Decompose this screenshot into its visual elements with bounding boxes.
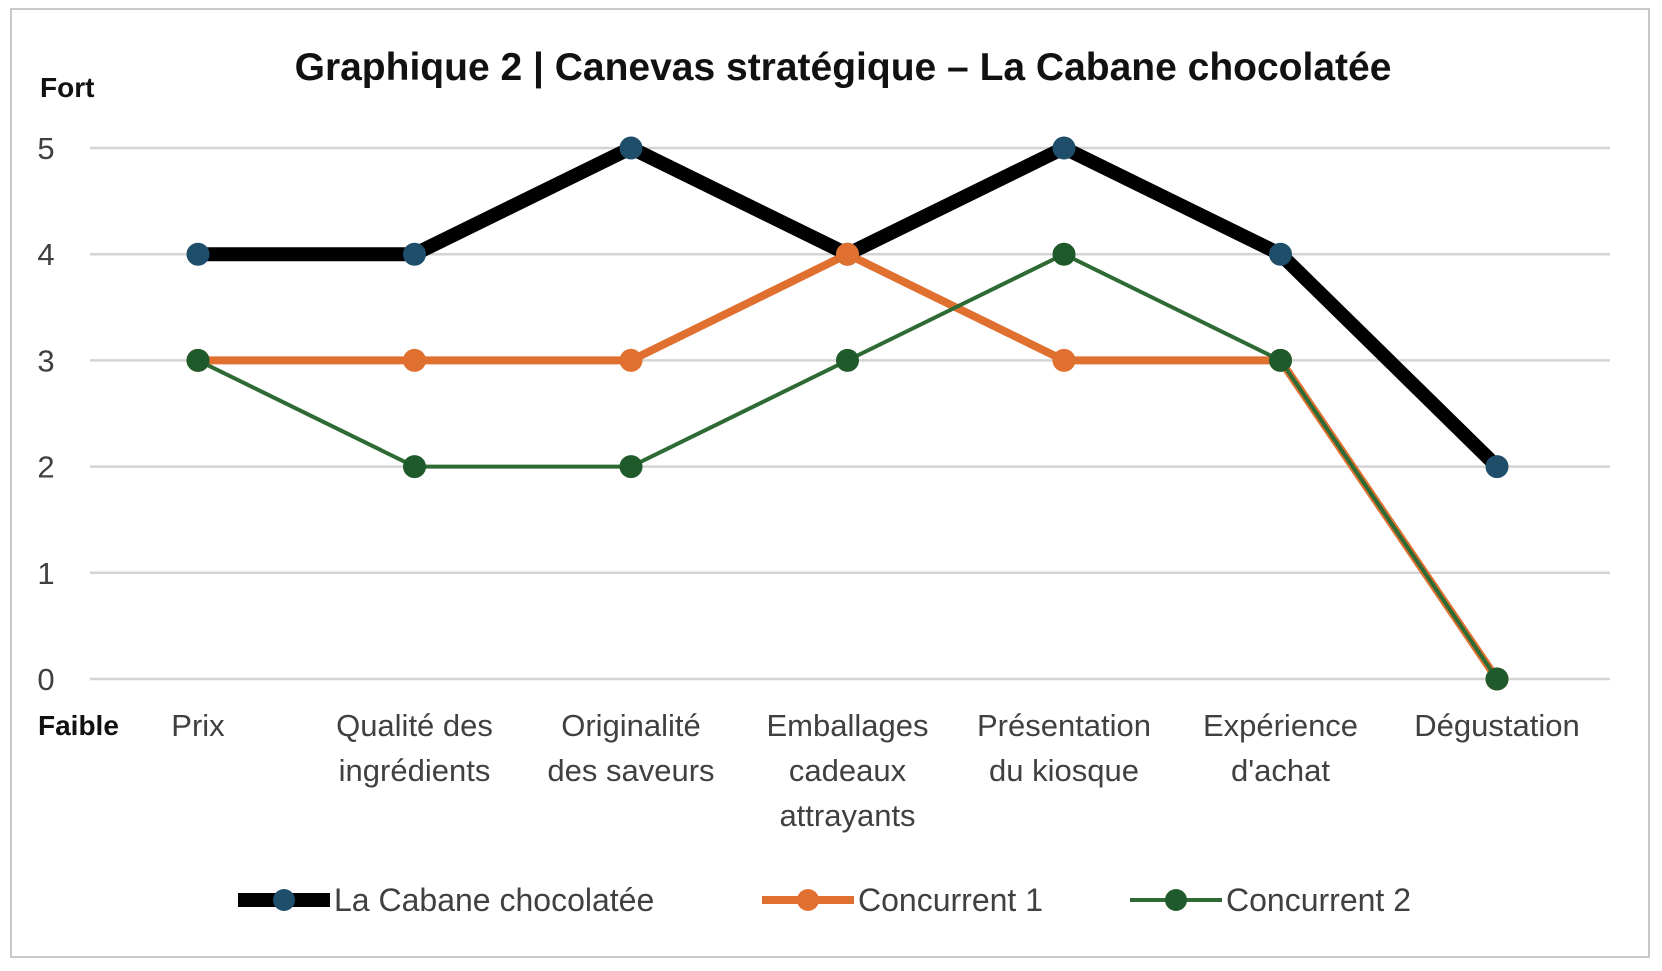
chart-title: Graphique 2 | Canevas stratégique – La C… bbox=[295, 46, 1392, 89]
y-tick-label: 4 bbox=[37, 237, 54, 272]
legend-marker bbox=[273, 889, 295, 911]
x-category-label: Emballages cadeaux attrayants bbox=[767, 708, 929, 833]
x-category-label: Prix bbox=[171, 708, 225, 743]
data-point-marker bbox=[619, 455, 643, 479]
y-tick-label: 3 bbox=[37, 343, 54, 378]
x-category-label: Expérience d'achat bbox=[1203, 708, 1358, 788]
data-point-marker bbox=[1269, 242, 1292, 266]
data-point-marker bbox=[186, 348, 210, 372]
legend-marker bbox=[797, 889, 819, 911]
data-point-marker bbox=[1269, 348, 1292, 372]
y-tick-label: 2 bbox=[37, 450, 54, 485]
legend-label: Concurrent 1 bbox=[858, 882, 1043, 918]
data-point-marker bbox=[1052, 242, 1076, 266]
x-category-label: Dégustation bbox=[1414, 708, 1579, 743]
data-point-marker bbox=[619, 136, 643, 160]
y-tick-label: 5 bbox=[37, 131, 54, 166]
y-tick-label: 1 bbox=[37, 556, 54, 591]
data-point-marker bbox=[1052, 348, 1076, 372]
data-point-marker bbox=[1485, 667, 1509, 691]
data-point-marker bbox=[1052, 136, 1076, 160]
data-point-marker bbox=[403, 242, 426, 266]
legend-label: La Cabane chocolatée bbox=[334, 882, 654, 918]
data-point-marker bbox=[403, 348, 426, 372]
x-category-label: Présentation du kiosque bbox=[977, 708, 1151, 788]
y-tick-label: 0 bbox=[37, 662, 54, 697]
y-axis-high-label: Fort bbox=[40, 72, 94, 103]
y-axis-low-label: Faible bbox=[38, 710, 119, 741]
series-line bbox=[198, 140, 1502, 472]
data-point-marker bbox=[403, 455, 426, 479]
data-point-marker bbox=[186, 242, 210, 266]
chart-frame bbox=[10, 8, 1650, 958]
legend-label: Concurrent 2 bbox=[1226, 882, 1411, 918]
data-point-marker bbox=[836, 242, 859, 266]
data-point-marker bbox=[1485, 455, 1509, 479]
data-point-marker bbox=[836, 348, 859, 372]
data-point-marker bbox=[619, 348, 643, 372]
legend-marker bbox=[1165, 889, 1187, 911]
x-category-label: Originalité des saveurs bbox=[547, 708, 714, 788]
x-category-label: Qualité des ingrédients bbox=[336, 708, 493, 788]
